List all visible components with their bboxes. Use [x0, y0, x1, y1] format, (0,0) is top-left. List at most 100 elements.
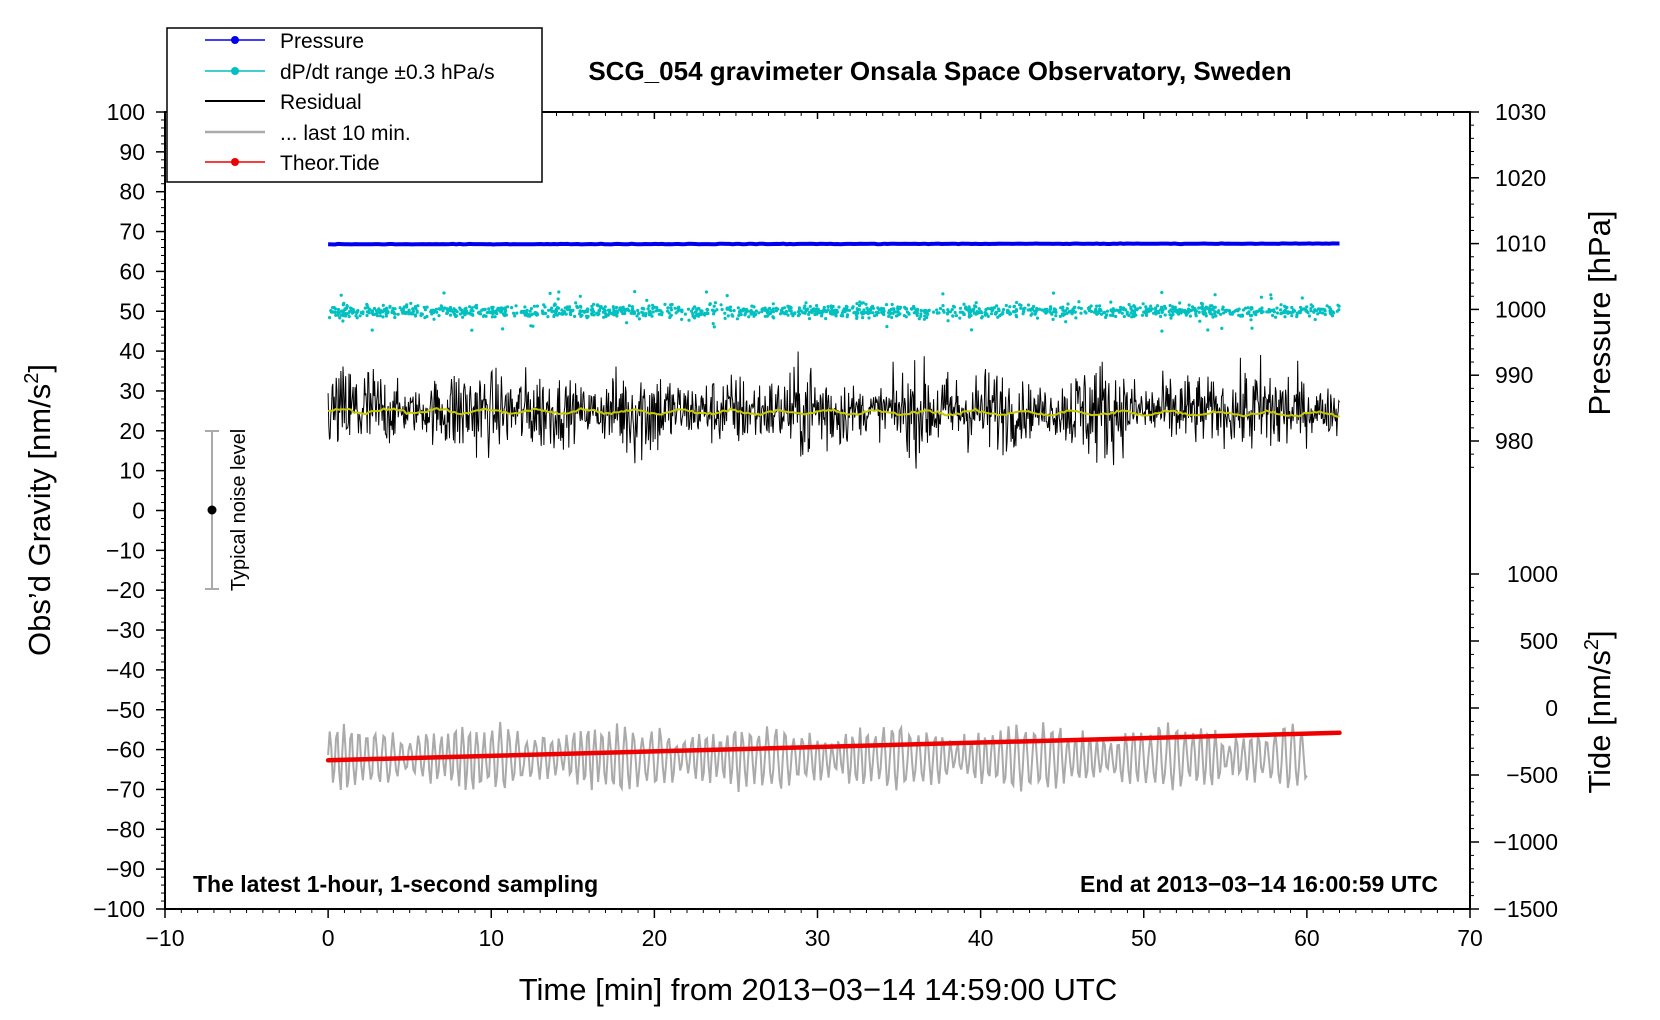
dpdt-point: [977, 307, 981, 311]
dpdt-point: [932, 310, 936, 314]
dpdt-point: [1194, 312, 1198, 316]
pressure-tick-label-4: 990: [1495, 362, 1533, 388]
dpdt-point: [568, 311, 573, 315]
dpdt-point: [1318, 308, 1322, 312]
tide-axis-title-text: Tide [nm/s: [1582, 650, 1617, 794]
dpdt-point: [529, 324, 533, 328]
dpdt-point: [1035, 308, 1039, 312]
dpdt-point: [667, 311, 671, 315]
dpdt-point: [1200, 305, 1204, 309]
dpdt-point: [582, 310, 587, 314]
dpdt-point: [470, 328, 474, 332]
dpdt-point: [477, 310, 481, 314]
dpdt-point: [890, 315, 894, 320]
dpdt-point: [788, 305, 792, 309]
dpdt-point: [802, 306, 806, 310]
dpdt-point: [1304, 308, 1308, 312]
dpdt-point: [1285, 305, 1289, 310]
dpdt-point: [824, 317, 828, 321]
dpdt-point: [752, 314, 756, 318]
dpdt-point: [1240, 314, 1244, 318]
dpdt-point: [919, 314, 923, 318]
dpdt-point: [917, 317, 921, 321]
dpdt-point: [575, 304, 579, 308]
dpdt-point: [896, 313, 901, 317]
dpdt-point: [401, 309, 405, 313]
dpdt-point: [839, 314, 843, 318]
dpdt-point: [441, 309, 445, 313]
dpdt-point: [365, 310, 369, 314]
dpdt-point: [391, 307, 395, 311]
dpdt-point: [1337, 308, 1341, 312]
dpdt-point: [604, 314, 608, 318]
annotation-bottom-right: End at 2013−03−14 16:00:59 UTC: [1080, 871, 1438, 897]
dpdt-point: [1029, 313, 1033, 317]
dpdt-point: [1083, 310, 1087, 314]
dpdt-point: [1154, 312, 1158, 316]
pressure-tick-label-0: 1030: [1495, 99, 1546, 125]
dpdt-point: [413, 313, 417, 317]
dpdt-point: [1114, 308, 1118, 312]
dpdt-point: [1087, 306, 1091, 310]
dpdt-point: [1130, 315, 1134, 319]
dpdt-point: [859, 311, 864, 315]
dpdt-point: [1219, 312, 1223, 316]
dpdt-point: [837, 305, 841, 309]
dpdt-point: [356, 309, 360, 313]
dpdt-point: [565, 305, 570, 309]
dpdt-point: [1063, 309, 1068, 313]
dpdt-point: [1269, 293, 1273, 297]
dpdt-point: [1159, 314, 1163, 319]
dpdt-point: [951, 304, 956, 308]
dpdt-point: [912, 306, 916, 310]
dpdt-point: [1138, 306, 1142, 310]
dpdt-point: [738, 310, 742, 314]
series-residual-line: [327, 351, 1340, 469]
dpdt-point: [1147, 309, 1151, 313]
dpdt-point: [535, 304, 540, 308]
dpdt-point: [500, 306, 504, 310]
dpdt-point: [799, 309, 803, 313]
dpdt-point: [687, 318, 691, 322]
dpdt-point: [1178, 301, 1182, 305]
dpdt-point: [454, 314, 458, 319]
dpdt-point: [1307, 314, 1311, 318]
y-tick-label-3: 70: [119, 219, 145, 245]
dpdt-point: [1002, 308, 1006, 312]
dpdt-point: [422, 305, 426, 309]
dpdt-point: [599, 306, 603, 310]
dpdt-point: [431, 308, 435, 312]
dpdt-point: [694, 314, 698, 318]
dpdt-point: [374, 309, 379, 313]
dpdt-point: [1246, 306, 1250, 310]
dpdt-point: [596, 304, 601, 308]
dpdt-point: [1070, 312, 1074, 316]
pressure-axis-title: Pressure [hPa]: [1582, 210, 1617, 415]
dpdt-point: [522, 309, 526, 313]
dpdt-point: [1087, 309, 1091, 313]
dpdt-point: [503, 308, 507, 312]
dpdt-point: [720, 307, 724, 312]
dpdt-point: [469, 308, 473, 312]
dpdt-point: [578, 304, 583, 308]
dpdt-point: [365, 313, 369, 318]
pressure-tick-label-5: 980: [1495, 428, 1533, 454]
dpdt-point: [348, 306, 353, 310]
dpdt-point: [413, 305, 418, 309]
dpdt-point: [438, 307, 442, 311]
dpdt-point: [379, 309, 383, 313]
dpdt-point: [705, 307, 709, 311]
dpdt-point: [1181, 309, 1185, 313]
dpdt-point: [1049, 311, 1053, 315]
dpdt-point: [374, 312, 378, 316]
dpdt-point: [657, 312, 661, 316]
dpdt-point: [735, 317, 740, 321]
dpdt-point: [938, 306, 943, 311]
dpdt-point: [660, 313, 664, 317]
dpdt-point: [548, 291, 552, 295]
dpdt-point: [986, 307, 990, 311]
dpdt-point: [1102, 311, 1106, 315]
dpdt-point: [491, 309, 495, 313]
dpdt-point: [1173, 305, 1177, 309]
dpdt-point: [1095, 312, 1099, 316]
